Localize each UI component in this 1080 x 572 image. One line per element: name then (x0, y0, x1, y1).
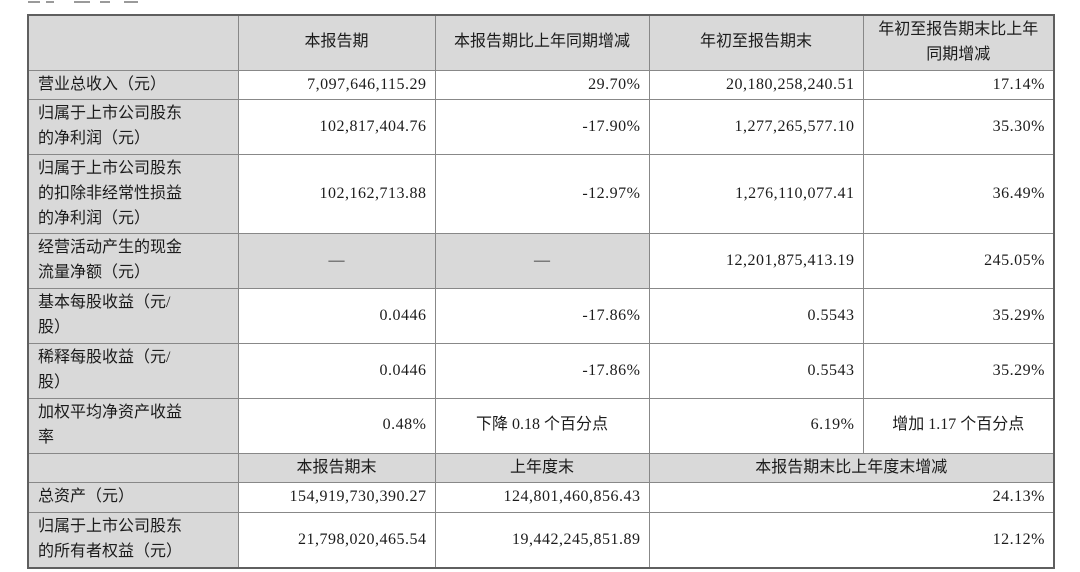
cell-ytd: 6.19% (648, 397, 864, 454)
cell-ytd: 20,180,258,240.51 (648, 69, 864, 101)
cropped-text-remnant (28, 0, 168, 4)
cell-current-yoy: 29.70% (434, 69, 650, 101)
cell-current-period: 0.48% (237, 397, 436, 454)
cell-change: 12.12% (648, 512, 1055, 569)
row-operating-cash-flow: 经营活动产生的现金流量净额（元） — — 12,201,875,413.19 2… (27, 233, 1055, 289)
cell-current-period: 7,097,646,115.29 (237, 69, 436, 101)
row-equity-attributable: 归属于上市公司股东的所有者权益（元） 21,798,020,465.54 19,… (27, 512, 1055, 569)
cell-ytd: 1,277,265,577.10 (648, 99, 864, 155)
row-label: 归属于上市公司股东的净利润（元） (27, 99, 239, 155)
cell-ytd: 0.5543 (648, 287, 864, 344)
cell-ytd: 1,276,110,077.41 (648, 153, 864, 235)
cell-current-period: 102,817,404.76 (237, 99, 436, 155)
financial-summary-table: 本报告期 本报告期比上年同期增减 年初至报告期末 年初至报告期末比上年同期增减 … (27, 14, 1055, 569)
cell-ytd-yoy: 17.14% (862, 69, 1055, 101)
row-label: 经营活动产生的现金流量净额（元） (27, 233, 239, 289)
header-end-of-prior-year: 上年度末 (434, 452, 650, 484)
row-net-profit-attributable: 归属于上市公司股东的净利润（元） 102,817,404.76 -17.90% … (27, 99, 1055, 155)
header-current-period: 本报告期 (237, 14, 436, 71)
cell-ytd-yoy: 35.29% (862, 287, 1055, 344)
cell-current-yoy: -17.86% (434, 287, 650, 344)
cell-ytd-yoy-note: 增加 1.17 个百分点 (862, 397, 1055, 454)
cell-end-of-prior-year: 19,442,245,851.89 (434, 512, 650, 569)
header-current-period-yoy-change: 本报告期比上年同期增减 (434, 14, 650, 71)
row-basic-eps: 基本每股收益（元/股） 0.0446 -17.86% 0.5543 35.29% (27, 287, 1055, 344)
row-total-operating-revenue: 营业总收入（元） 7,097,646,115.29 29.70% 20,180,… (27, 69, 1055, 101)
row-total-assets: 总资产（元） 154,919,730,390.27 124,801,460,85… (27, 482, 1055, 514)
cell-current-yoy: -17.86% (434, 342, 650, 399)
header-ytd-yoy-change: 年初至报告期末比上年同期增减 (862, 14, 1055, 71)
row-label: 归属于上市公司股东的扣除非经常性损益的净利润（元） (27, 153, 239, 235)
cell-current-period-dash: — (237, 233, 436, 289)
row-diluted-eps: 稀释每股收益（元/股） 0.0446 -17.86% 0.5543 35.29% (27, 342, 1055, 399)
row-net-profit-excl-non-recurring: 归属于上市公司股东的扣除非经常性损益的净利润（元） 102,162,713.88… (27, 153, 1055, 235)
cell-ytd: 0.5543 (648, 342, 864, 399)
cell-end-of-period: 154,919,730,390.27 (237, 482, 436, 514)
cell-ytd-yoy: 35.30% (862, 99, 1055, 155)
cell-current-yoy-note: 下降 0.18 个百分点 (434, 397, 650, 454)
cell-ytd-yoy: 36.49% (862, 153, 1055, 235)
financial-summary-table-wrapper: 本报告期 本报告期比上年同期增减 年初至报告期末 年初至报告期末比上年同期增减 … (27, 14, 1055, 569)
row-label: 稀释每股收益（元/股） (27, 342, 239, 399)
cell-current-period: 0.0446 (237, 342, 436, 399)
header-end-of-period: 本报告期末 (237, 452, 436, 484)
table-header-row-1: 本报告期 本报告期比上年同期增减 年初至报告期末 年初至报告期末比上年同期增减 (27, 14, 1055, 71)
header-ytd: 年初至报告期末 (648, 14, 864, 71)
cell-change: 24.13% (648, 482, 1055, 514)
cell-current-period: 0.0446 (237, 287, 436, 344)
header-blank-cell (27, 452, 239, 484)
cell-ytd: 12,201,875,413.19 (648, 233, 864, 289)
table-header-row-2: 本报告期末 上年度末 本报告期末比上年度末增减 (27, 452, 1055, 484)
row-label: 加权平均净资产收益率 (27, 397, 239, 454)
row-label: 基本每股收益（元/股） (27, 287, 239, 344)
cell-current-period: 102,162,713.88 (237, 153, 436, 235)
row-label: 营业总收入（元） (27, 69, 239, 101)
cell-ytd-yoy: 245.05% (862, 233, 1055, 289)
cell-ytd-yoy: 35.29% (862, 342, 1055, 399)
header-blank-cell (27, 14, 239, 71)
row-weighted-average-roe: 加权平均净资产收益率 0.48% 下降 0.18 个百分点 6.19% 增加 1… (27, 397, 1055, 454)
cell-current-yoy: -17.90% (434, 99, 650, 155)
cell-end-of-prior-year: 124,801,460,856.43 (434, 482, 650, 514)
cell-current-yoy: -12.97% (434, 153, 650, 235)
header-period-end-vs-prior-year-end: 本报告期末比上年度末增减 (648, 452, 1055, 484)
cell-current-yoy-dash: — (434, 233, 650, 289)
row-label: 归属于上市公司股东的所有者权益（元） (27, 512, 239, 569)
row-label: 总资产（元） (27, 482, 239, 514)
cell-end-of-period: 21,798,020,465.54 (237, 512, 436, 569)
